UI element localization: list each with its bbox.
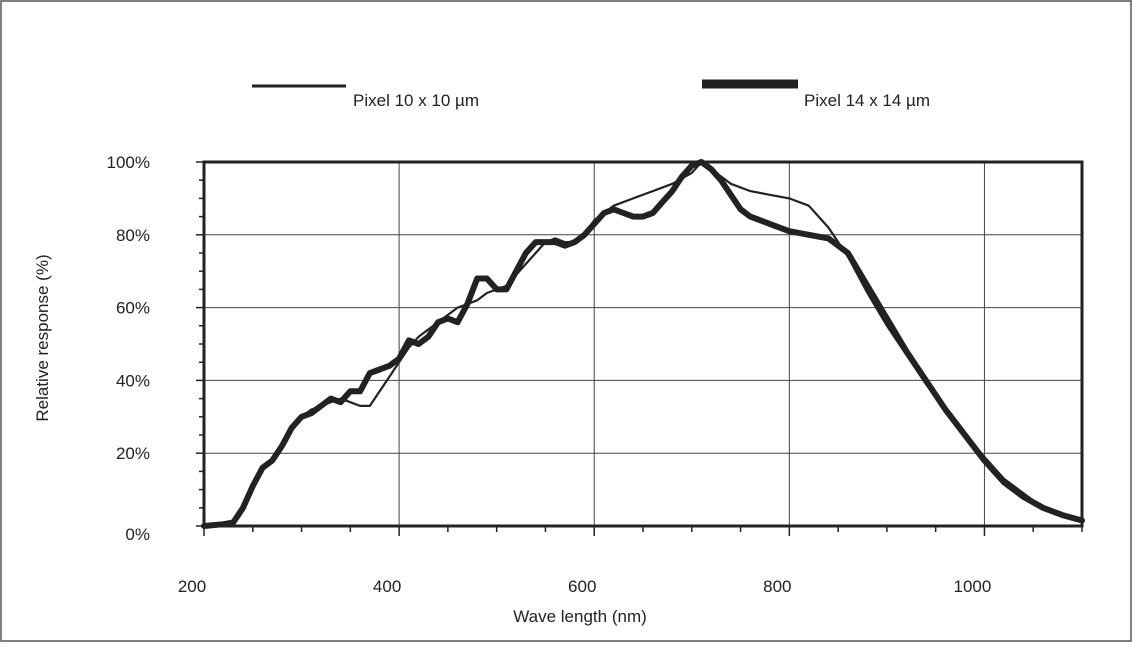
legend: Pixel 10 x 10 µm Pixel 14 x 14 µm bbox=[252, 79, 930, 110]
legend-label-pixel-14: Pixel 14 x 14 µm bbox=[804, 91, 930, 110]
x-tick-label: 800 bbox=[763, 577, 791, 596]
x-tick-label: 600 bbox=[568, 577, 596, 596]
legend-label-pixel-10: Pixel 10 x 10 µm bbox=[353, 91, 479, 110]
y-tick-label: 80% bbox=[116, 226, 150, 245]
x-tick-labels: 200 400 600 800 1000 bbox=[178, 577, 992, 596]
series-layer bbox=[201, 159, 1085, 529]
y-axis-title: Relative response (%) bbox=[33, 254, 52, 421]
series-line-pixel-14 bbox=[201, 159, 1085, 529]
x-tick-label: 400 bbox=[373, 577, 401, 596]
x-tick-label: 200 bbox=[178, 577, 206, 596]
y-tick-labels: 0% 20% 40% 60% 80% 100% bbox=[107, 153, 150, 544]
y-tick-label: 0% bbox=[125, 525, 150, 544]
y-tick-label: 60% bbox=[116, 299, 150, 318]
y-tick-label: 20% bbox=[116, 444, 150, 463]
x-axis-title: Wave length (nm) bbox=[513, 607, 647, 626]
plot-area-border bbox=[202, 160, 1084, 528]
y-tick-label: 40% bbox=[116, 371, 150, 390]
y-tick-label: 100% bbox=[107, 153, 150, 172]
x-tick-label: 1000 bbox=[954, 577, 992, 596]
